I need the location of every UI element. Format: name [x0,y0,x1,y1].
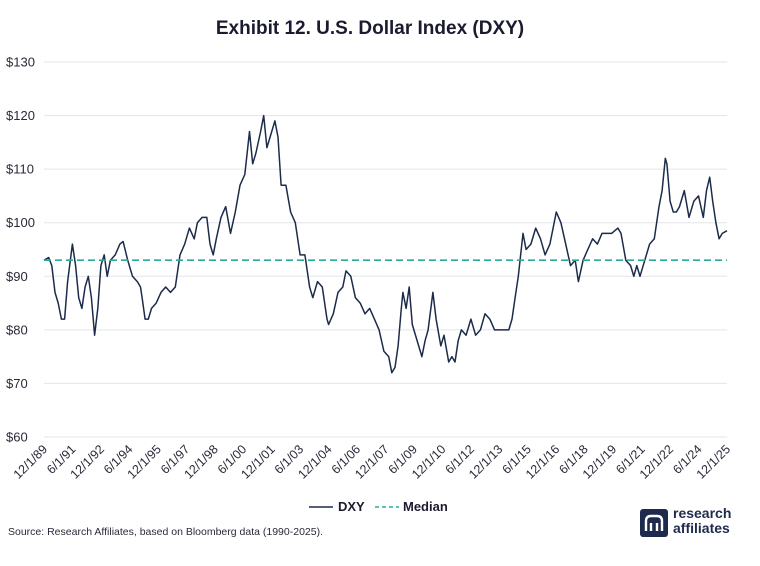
y-tick-label: $70 [6,376,28,391]
y-tick-label: $90 [6,269,28,284]
x-axis-ticks: 12/1/896/1/9112/1/926/1/9412/1/956/1/971… [11,442,733,481]
y-tick-label: $130 [6,55,35,70]
legend-median-label: Median [403,499,448,514]
dxy-line [43,114,728,374]
source-note: Source: Research Affiliates, based on Bl… [8,526,323,538]
series-layer [43,114,728,374]
logo-mark-icon [640,509,668,537]
research-affiliates-logo: research affiliates [640,506,758,542]
logo-wordmark: research affiliates [673,506,731,536]
y-tick-label: $120 [6,108,35,123]
logo-line-1: research [673,505,732,521]
chart-title: Exhibit 12. U.S. Dollar Index (DXY) [216,18,524,39]
x-tick-label: 12/1/89 [11,442,50,481]
legend: DXY Median [309,499,448,514]
y-tick-label: $110 [6,162,34,177]
legend-dxy-label: DXY [338,499,365,514]
y-axis-ticks: $60 $70 $80 $90 $100 $110 $120 $130 [6,55,35,445]
y-tick-label: $80 [6,322,28,337]
grid-lines [44,61,727,438]
y-tick-label: $100 [6,215,35,230]
logo-line-2: affiliates [673,520,730,536]
y-tick-label: $60 [6,430,28,445]
